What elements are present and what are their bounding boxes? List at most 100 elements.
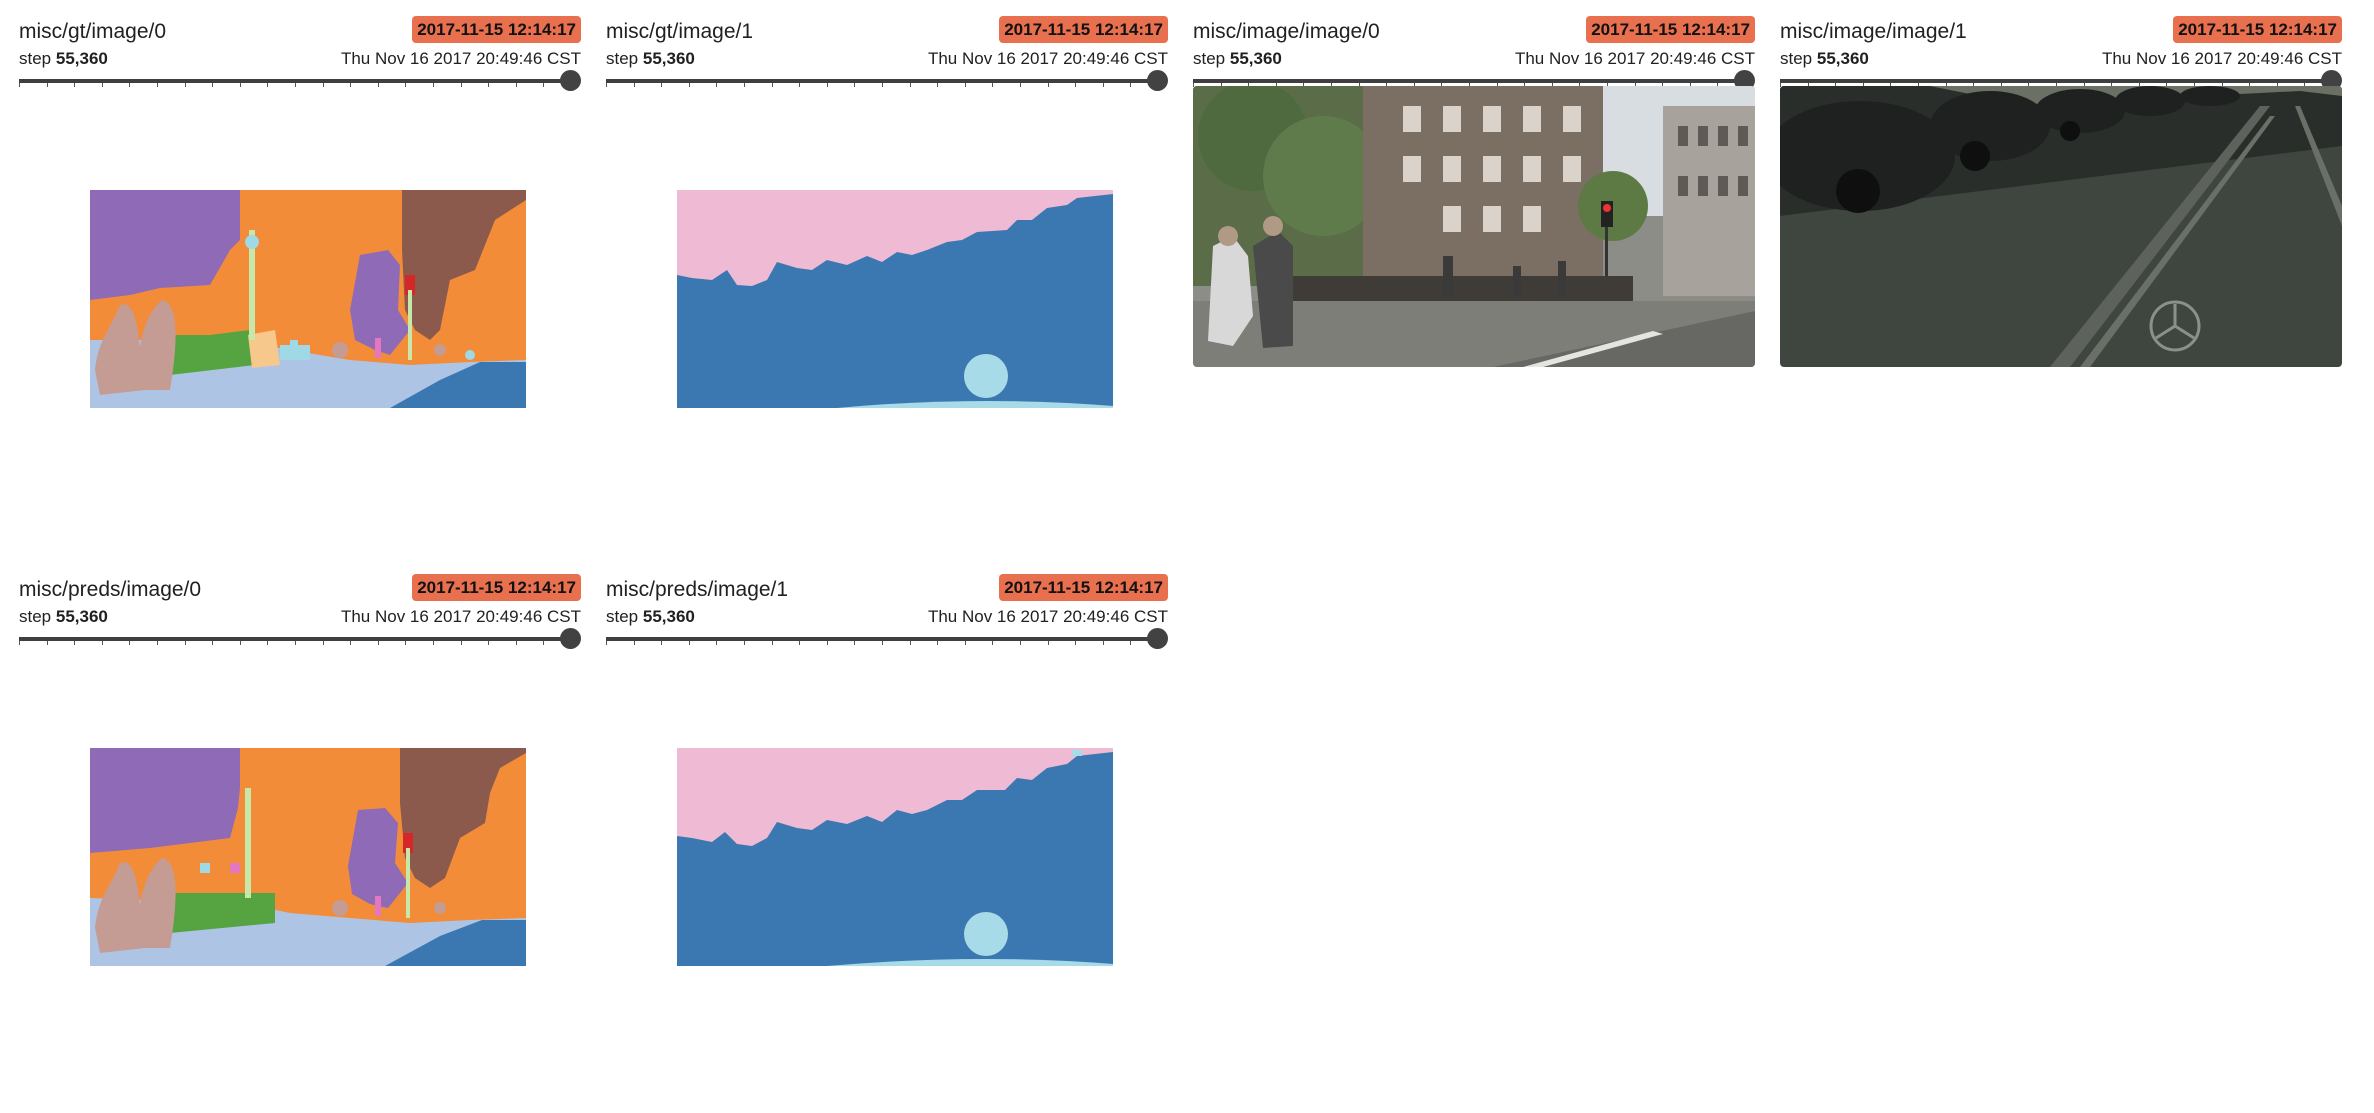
slider-track[interactable] — [19, 637, 571, 641]
step-slider[interactable] — [1193, 70, 1755, 92]
slider-track[interactable] — [606, 79, 1158, 83]
slider-ticks — [19, 641, 572, 645]
slider-tick — [405, 641, 407, 645]
slider-tick — [350, 83, 352, 87]
slider-tick — [1386, 83, 1388, 87]
slider-knob[interactable] — [1734, 70, 1755, 91]
slider-tick — [1441, 83, 1443, 87]
slider-tick — [488, 641, 490, 645]
slider-tick — [716, 83, 718, 87]
wall-time: Thu Nov 16 2017 20:49:46 CST — [2101, 49, 2342, 68]
slider-tick — [1524, 83, 1526, 87]
step-slider[interactable] — [606, 628, 1168, 650]
card-header: misc/image/image/0 2017-11-15 12:14:17 s… — [1193, 10, 1755, 69]
slider-tick — [826, 641, 828, 645]
wall-time: Thu Nov 16 2017 20:49:46 CST — [1514, 49, 1755, 68]
slider-tick — [1303, 83, 1305, 87]
slider-tick — [460, 83, 462, 87]
slider-track[interactable] — [1780, 79, 2332, 83]
slider-tick — [1130, 641, 1132, 645]
slider-tick — [716, 641, 718, 645]
slider-tick — [322, 83, 324, 87]
slider-track[interactable] — [1193, 79, 1745, 83]
step-slider[interactable] — [606, 70, 1168, 92]
image-card-gt-0: misc/gt/image/0 2017-11-15 12:14:17 step… — [19, 10, 581, 555]
slider-tick — [661, 641, 663, 645]
slider-tick — [295, 641, 296, 645]
step-label: step — [606, 49, 639, 68]
slider-tick — [19, 641, 20, 645]
slider-tick — [101, 641, 103, 645]
slider-track[interactable] — [19, 79, 571, 83]
slider-tick — [515, 641, 517, 645]
slider-knob[interactable] — [2321, 70, 2342, 91]
step-value: 55,360 — [1229, 49, 1282, 68]
slider-knob[interactable] — [1147, 70, 1168, 91]
slider-tick — [239, 641, 241, 645]
step-slider[interactable] — [1780, 70, 2342, 92]
slider-tick — [184, 83, 186, 87]
segmentation-map-graphic — [677, 748, 1113, 966]
step-value: 55,360 — [55, 607, 108, 626]
slider-tick — [433, 83, 434, 87]
step-label: step — [19, 607, 52, 626]
segmentation-map-graphic — [677, 190, 1113, 408]
street-photo — [1193, 86, 1755, 367]
slider-ticks — [606, 83, 1159, 87]
card-header: misc/preds/image/1 2017-11-15 12:14:17 s… — [606, 568, 1168, 626]
slider-tick — [1579, 83, 1581, 87]
slider-tick — [2276, 83, 2278, 87]
wall-time: Thu Nov 16 2017 20:49:46 CST — [927, 49, 1168, 68]
slider-tick — [633, 83, 635, 87]
slider-tick — [2056, 83, 2057, 87]
slider-tick — [46, 83, 48, 87]
slider-knob[interactable] — [560, 628, 581, 649]
slider-tick — [212, 641, 214, 645]
tag-name: misc/image/image/0 — [1193, 20, 1380, 43]
step-slider[interactable] — [19, 628, 581, 650]
slider-track[interactable] — [606, 637, 1158, 641]
tag-name: misc/image/image/1 — [1780, 20, 1967, 43]
slider-knob[interactable] — [1147, 628, 1168, 649]
segmentation-image — [677, 190, 1113, 408]
slider-tick — [1551, 83, 1553, 87]
slider-tick — [239, 83, 241, 87]
slider-tick — [854, 83, 856, 87]
slider-tick — [992, 83, 994, 87]
slider-tick — [1020, 83, 1021, 87]
slider-tick — [1918, 83, 1919, 87]
wall-time: Thu Nov 16 2017 20:49:46 CST — [927, 607, 1168, 626]
segmentation-image — [90, 748, 526, 966]
slider-tick — [799, 83, 801, 87]
slider-knob[interactable] — [560, 70, 581, 91]
segmentation-image — [90, 190, 526, 408]
slider-tick — [1413, 83, 1415, 87]
slider-tick — [1469, 83, 1470, 87]
slider-tick — [2221, 83, 2223, 87]
slider-tick — [1047, 641, 1049, 645]
slider-tick — [1248, 83, 1250, 87]
step-info: step 55,360 — [606, 49, 695, 69]
slider-tick — [606, 641, 607, 645]
step-info: step 55,360 — [1193, 49, 1282, 69]
step-slider[interactable] — [19, 70, 581, 92]
slider-tick — [405, 83, 407, 87]
slider-tick — [1075, 641, 1077, 645]
slider-tick — [1780, 83, 1781, 87]
slider-tick — [661, 83, 663, 87]
step-label: step — [1193, 49, 1226, 68]
segmentation-map-graphic — [90, 748, 526, 966]
slider-tick — [1835, 83, 1837, 87]
image-card-preds-0: misc/preds/image/0 2017-11-15 12:14:17 s… — [19, 568, 581, 1113]
slider-tick — [688, 641, 690, 645]
tag-name: misc/preds/image/0 — [19, 578, 202, 601]
wall-time: Thu Nov 16 2017 20:49:46 CST — [340, 607, 581, 626]
slider-tick — [19, 83, 20, 87]
slider-tick — [1102, 641, 1104, 645]
slider-tick — [882, 83, 883, 87]
slider-tick — [1275, 83, 1277, 87]
slider-tick — [543, 641, 545, 645]
slider-tick — [771, 641, 773, 645]
slider-tick — [129, 83, 131, 87]
slider-ticks — [1193, 83, 1746, 87]
